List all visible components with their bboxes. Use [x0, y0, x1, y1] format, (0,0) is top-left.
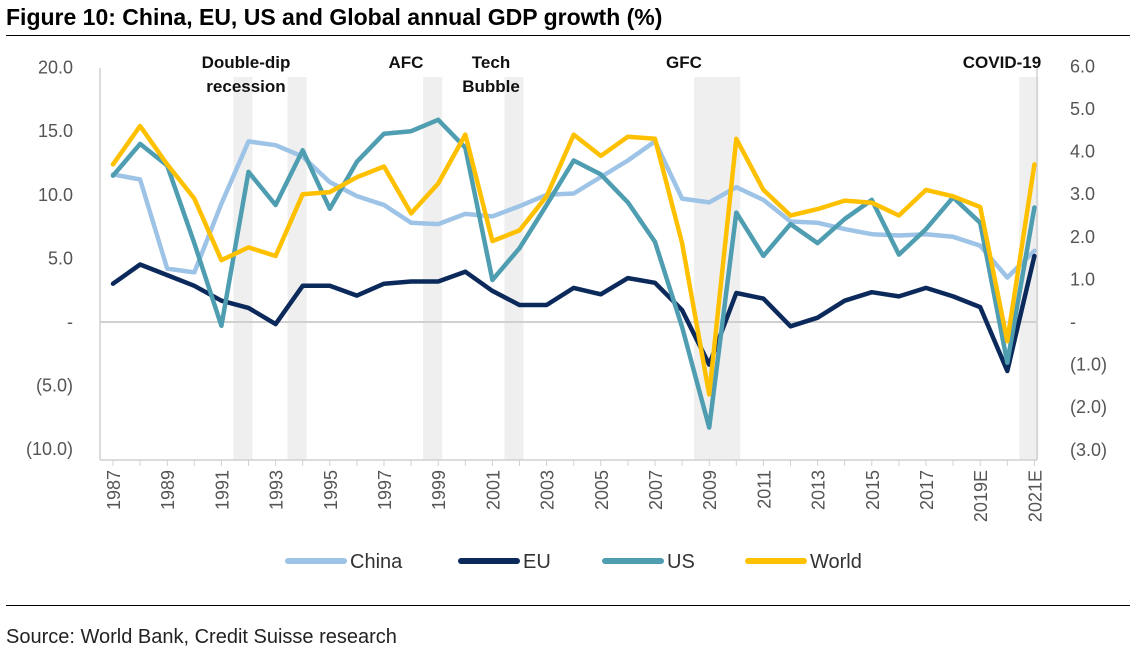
x-tick-label: 2017 — [917, 470, 937, 510]
y-left-tick-label: 10.0 — [38, 185, 73, 205]
annotation-label: Double-dip — [202, 53, 291, 72]
x-tick-label: 2021E — [1025, 470, 1045, 522]
x-tick-label: 1993 — [267, 470, 287, 510]
legend: China EU US World — [285, 551, 862, 573]
legend-label-china: China — [350, 551, 403, 573]
annotation-label: COVID-19 — [963, 53, 1041, 72]
x-tick-label: 2013 — [809, 470, 829, 510]
x-tick-label: 1997 — [375, 470, 395, 510]
title-divider — [6, 35, 1130, 36]
axes — [99, 68, 1038, 466]
figure-title: Figure 10: China, EU, US and Global annu… — [6, 4, 663, 30]
y-right-tick-label: 1.0 — [1070, 269, 1095, 289]
x-tick-label: 1987 — [104, 470, 124, 510]
tick-labels: (10.0) (5.0) - 5.0 10.0 15.0 20.0 (3.0) (2.0) (1.… — [26, 56, 1107, 522]
annotation-label: recession — [206, 77, 285, 96]
legend-label-us: US — [667, 551, 695, 573]
x-tick-label: 1995 — [321, 470, 341, 510]
y-right-tick-label: (3.0) — [1070, 440, 1107, 460]
annotation-label: Tech — [472, 53, 510, 72]
y-right-tick-label: 5.0 — [1070, 99, 1095, 119]
series-lines — [110, 117, 1037, 430]
shaded-period-3 — [504, 77, 524, 460]
y-right-tick-label: 6.0 — [1070, 56, 1095, 76]
y-right-tick-label: 4.0 — [1070, 142, 1095, 162]
y-left-tick-label: - — [67, 312, 73, 332]
x-tick-label: 1991 — [212, 470, 232, 510]
shaded-periods — [233, 77, 1039, 460]
y-left-tick-label: (5.0) — [36, 376, 73, 396]
period-annotations: Double-dip recession AFC Tech Bubble GFC COVID… — [202, 53, 1042, 96]
footer-divider — [6, 605, 1130, 606]
y-right-tick-label: (2.0) — [1070, 397, 1107, 417]
chart-svg: (10.0) (5.0) - 5.0 10.0 15.0 20.0 (3.0) (2.0) (1.… — [26, 53, 1107, 573]
shaded-period-2 — [423, 77, 443, 460]
annotation-label: GFC — [666, 53, 702, 72]
x-tick-label: 2001 — [483, 470, 503, 510]
y-right-tick-label: - — [1070, 312, 1076, 332]
y-left-tick-label: 15.0 — [38, 121, 73, 141]
source-note: Source: World Bank, Credit Suisse resear… — [6, 626, 397, 648]
x-tick-label: 2019E — [971, 470, 991, 522]
x-tick-label: 1989 — [158, 470, 178, 510]
y-right-tick-label: (1.0) — [1070, 355, 1107, 375]
x-tick-label: 2005 — [592, 470, 612, 510]
legend-label-world: World — [810, 551, 862, 573]
y-right-tick-label: 2.0 — [1070, 227, 1095, 247]
shaded-period-1 — [287, 77, 307, 460]
y-left-tick-label: (10.0) — [26, 439, 73, 459]
x-tick-label: 2003 — [538, 470, 558, 510]
annotation-label: Bubble — [462, 77, 520, 96]
y-left-tick-label: 5.0 — [48, 248, 73, 268]
shaded-period-0 — [233, 77, 253, 460]
x-tick-label: 2007 — [646, 470, 666, 510]
y-left-tick-label: 20.0 — [38, 58, 73, 78]
x-tick-label: 2015 — [863, 470, 883, 510]
y-right-tick-label: 3.0 — [1070, 184, 1095, 204]
x-tick-label: 2009 — [700, 470, 720, 510]
x-tick-label: 2011 — [754, 470, 774, 509]
annotation-label: AFC — [389, 53, 424, 72]
x-tick-label: 1999 — [429, 470, 449, 510]
legend-label-eu: EU — [523, 551, 551, 573]
